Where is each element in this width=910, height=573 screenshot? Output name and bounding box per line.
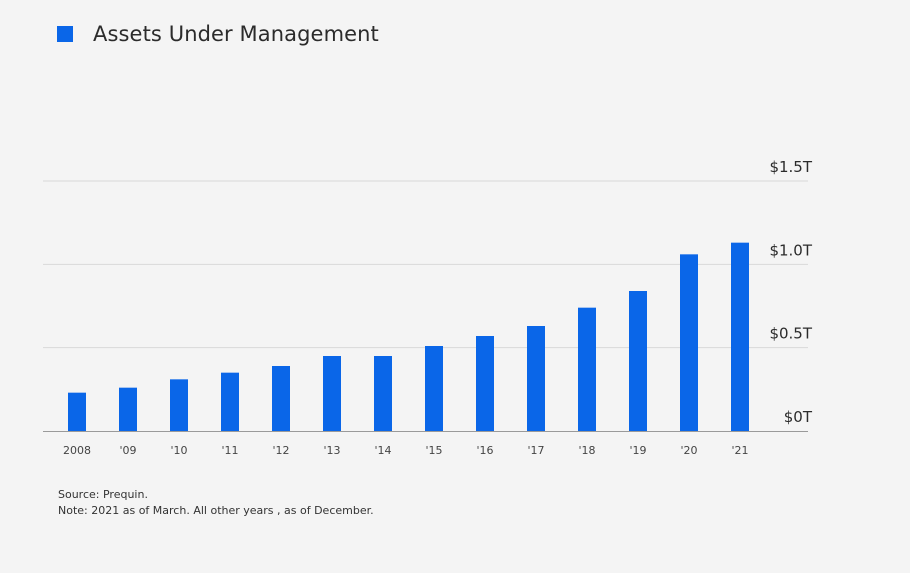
x-tick-label: '09 bbox=[119, 444, 136, 457]
bar bbox=[731, 242, 749, 431]
bar bbox=[323, 356, 341, 431]
x-tick-label: '10 bbox=[170, 444, 187, 457]
x-tick-label: '16 bbox=[476, 444, 493, 457]
bar bbox=[374, 356, 392, 431]
x-tick-label: '11 bbox=[221, 444, 238, 457]
x-tick-label: '15 bbox=[425, 444, 442, 457]
x-tick-label: '21 bbox=[731, 444, 748, 457]
legend-swatch bbox=[57, 26, 73, 42]
bar bbox=[578, 307, 596, 431]
chart-legend: Assets Under Management bbox=[57, 22, 379, 46]
bar bbox=[68, 392, 86, 431]
bar bbox=[119, 387, 137, 431]
bar bbox=[170, 379, 188, 431]
x-tick-label: '18 bbox=[578, 444, 595, 457]
source-note: Source: Prequin. bbox=[58, 488, 148, 501]
legend-label: Assets Under Management bbox=[93, 22, 379, 46]
bar bbox=[221, 372, 239, 431]
bar bbox=[527, 326, 545, 431]
footnote: Note: 2021 as of March. All other years … bbox=[58, 504, 374, 517]
x-tick-label: '19 bbox=[629, 444, 646, 457]
x-tick-label: '13 bbox=[323, 444, 340, 457]
y-tick-label: $0T bbox=[784, 408, 813, 426]
bar bbox=[629, 291, 647, 431]
x-tick-label: '20 bbox=[680, 444, 697, 457]
bar bbox=[476, 336, 494, 431]
bar bbox=[680, 254, 698, 431]
bar-chart: $0T $0.5T $1.0T $1.5T 2008 '09 '10 '11 '12 '13 '14… bbox=[43, 158, 813, 457]
bar bbox=[272, 366, 290, 431]
y-tick-label: $1.5T bbox=[769, 158, 812, 176]
x-tick-label: 2008 bbox=[63, 444, 91, 457]
chart-notes: Source: Prequin. Note: 2021 as of March.… bbox=[58, 487, 374, 519]
x-tick-label: '17 bbox=[527, 444, 544, 457]
bar bbox=[425, 346, 443, 431]
x-tick-label: '14 bbox=[374, 444, 391, 457]
x-tick-label: '12 bbox=[272, 444, 289, 457]
y-tick-label: $0.5T bbox=[769, 325, 812, 343]
y-tick-label: $1.0T bbox=[769, 241, 812, 259]
